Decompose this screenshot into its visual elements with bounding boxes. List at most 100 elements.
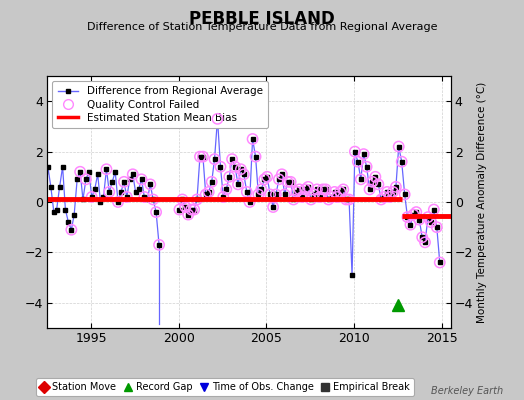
Point [307,196,315,203]
Point [202,191,210,198]
Point [389,189,397,195]
Point [371,174,379,180]
Point [204,189,213,195]
Point [398,158,406,165]
Point [225,174,234,180]
Point [213,116,222,122]
Point [415,216,423,223]
Point [377,196,385,203]
Legend: Station Move, Record Gap, Time of Obs. Change, Empirical Break: Station Move, Record Gap, Time of Obs. C… [36,378,413,396]
Point [152,209,160,215]
Point [149,196,157,203]
Point [184,211,192,218]
Text: Berkeley Earth: Berkeley Earth [431,386,503,396]
Point [187,206,195,213]
Point [275,176,283,182]
Point [210,156,219,162]
Point [146,181,155,188]
Point [35,176,43,182]
Point [336,189,344,195]
Point [260,176,268,182]
Point [280,191,289,198]
Text: PEBBLE ISLAND: PEBBLE ISLAND [189,10,335,28]
Point [278,171,286,178]
Point [216,164,225,170]
Point [114,199,122,205]
Point [421,239,429,246]
Point [137,176,146,182]
Point [359,151,368,157]
Point [67,226,75,233]
Point [292,189,301,195]
Point [245,199,254,205]
Point [313,186,321,193]
Point [322,186,330,193]
Point [181,204,190,210]
Point [102,166,111,172]
Point [301,186,309,193]
Point [298,194,307,200]
Point [409,211,418,218]
Point [257,186,266,193]
Point [208,179,216,185]
Point [222,186,231,193]
Point [190,206,199,213]
Point [269,204,277,210]
Point [193,196,201,203]
Point [339,186,347,193]
Point [345,196,353,203]
Point [128,171,137,178]
Point [400,191,409,198]
Point [175,206,183,213]
Point [105,189,114,195]
Point [324,196,333,203]
Point [386,194,394,200]
Point [310,191,318,198]
Point [234,181,242,188]
Point [219,194,227,200]
Point [155,242,163,248]
Point [433,224,441,230]
Point [82,176,90,182]
Point [418,234,427,240]
Point [228,156,236,162]
Point [365,186,374,193]
Point [403,214,412,220]
Point [88,194,96,200]
Point [435,259,444,266]
Point [383,189,391,195]
Point [199,154,207,160]
Point [315,194,324,200]
Point [380,194,388,200]
Point [123,194,131,200]
Point [363,164,371,170]
Point [289,196,298,203]
Point [248,136,257,142]
Point [412,209,420,215]
Point [283,179,292,185]
Point [357,176,365,182]
Point [304,184,312,190]
Point [295,186,303,193]
Point [266,191,275,198]
Point [351,148,359,155]
Point [237,166,245,172]
Point [354,158,362,165]
Point [243,189,251,195]
Point [120,179,128,185]
Point [263,174,271,180]
Point [254,191,263,198]
Point [392,184,400,190]
Point [406,222,414,228]
Point [140,194,148,200]
Point [368,179,377,185]
Point [330,189,339,195]
Point [374,181,383,188]
Point [287,179,295,185]
Point [319,186,327,193]
Text: Difference of Station Temperature Data from Regional Average: Difference of Station Temperature Data f… [87,22,437,32]
Point [424,214,432,220]
Point [395,143,403,150]
Point [76,168,84,175]
Point [272,191,280,198]
